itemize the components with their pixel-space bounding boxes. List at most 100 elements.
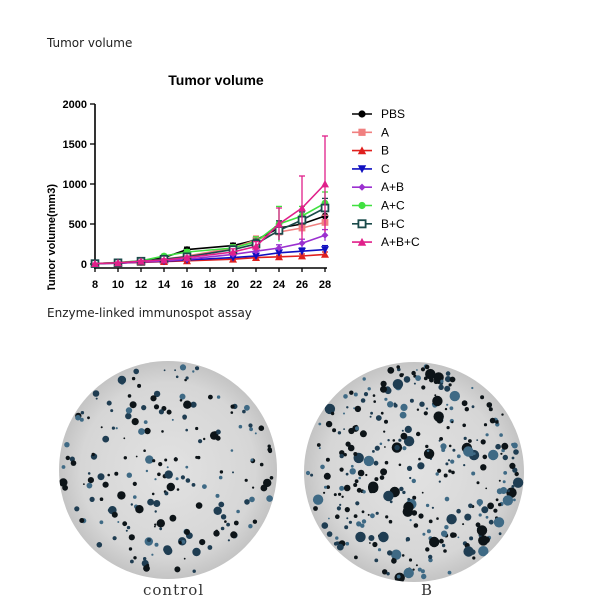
data-point [298, 247, 306, 256]
spot [513, 498, 516, 502]
spot [359, 430, 367, 438]
spot [403, 501, 414, 513]
spot [392, 379, 404, 390]
y-axis-label: Tumor volume(mm3) [46, 184, 58, 290]
spot [80, 411, 85, 415]
spot [325, 420, 333, 428]
spot [354, 405, 362, 413]
spot [428, 554, 433, 560]
spot [361, 519, 367, 524]
spot [425, 368, 436, 380]
spot [144, 427, 151, 435]
spot [448, 469, 452, 473]
spot [463, 446, 474, 457]
legend-label: A+B [381, 180, 404, 194]
spot [387, 367, 395, 374]
spot [250, 458, 254, 462]
spot [166, 409, 172, 415]
b-well [304, 362, 524, 582]
spot [405, 539, 408, 542]
spot [154, 478, 157, 481]
data-point [275, 244, 283, 252]
legend: PBS ABC A+B A+C B+C A+B+C [352, 107, 420, 249]
spot [230, 404, 235, 409]
spot [447, 459, 451, 462]
spot [464, 407, 469, 412]
spot [499, 519, 502, 522]
x-tick-label: 8 [92, 279, 98, 290]
spot [393, 402, 397, 406]
spot [154, 525, 156, 528]
b-well-caption: B [421, 581, 434, 599]
data-point [229, 254, 237, 262]
spot [401, 429, 404, 432]
spot [133, 495, 137, 499]
spot [220, 526, 225, 531]
spot [143, 420, 148, 424]
spot [180, 475, 185, 480]
spot [437, 468, 442, 473]
spot [305, 470, 311, 476]
spot [335, 541, 339, 545]
legend-marker [358, 110, 366, 118]
legend-item-a-c: A+C [352, 199, 405, 213]
spot [325, 457, 330, 462]
spot [356, 521, 362, 527]
spot [132, 481, 137, 486]
spot [428, 519, 433, 524]
data-point [275, 249, 283, 257]
spot [339, 450, 345, 456]
spot [480, 395, 485, 400]
spot [129, 401, 137, 409]
data-point [183, 253, 191, 261]
spot [380, 385, 387, 393]
spot [353, 514, 358, 518]
spot [336, 543, 344, 551]
spot [195, 502, 203, 509]
spot [183, 400, 192, 409]
spot [65, 455, 71, 461]
spot [219, 470, 224, 474]
spot [107, 508, 112, 513]
spot [154, 542, 159, 547]
spot [512, 477, 524, 488]
spot [464, 513, 472, 521]
spot [208, 394, 213, 400]
spot [252, 519, 258, 524]
spot [202, 484, 207, 489]
spot [373, 400, 377, 403]
spot [159, 527, 163, 531]
spot [420, 367, 426, 372]
spot [468, 503, 473, 509]
spot [370, 513, 375, 519]
spot [354, 479, 359, 484]
spot [488, 519, 494, 525]
spot [349, 390, 354, 395]
spot [163, 369, 166, 372]
spot [215, 429, 221, 435]
spot [74, 506, 80, 512]
spot [343, 484, 351, 492]
spot [99, 497, 104, 501]
spot [215, 435, 221, 441]
spot [355, 531, 366, 543]
spot [448, 444, 452, 448]
spot [232, 471, 234, 474]
spot [333, 493, 337, 497]
spot [224, 520, 227, 523]
spot [488, 449, 499, 461]
spot [269, 476, 274, 480]
spot [343, 453, 347, 457]
spot [266, 495, 273, 502]
spot [345, 541, 350, 546]
spot [483, 423, 488, 427]
spot [451, 421, 454, 424]
data-point [298, 204, 306, 212]
spot [353, 407, 356, 410]
spot [173, 457, 178, 462]
data-point [321, 246, 329, 254]
spot [373, 460, 379, 466]
spot [227, 539, 230, 542]
spot [230, 531, 238, 539]
spot [141, 405, 147, 411]
